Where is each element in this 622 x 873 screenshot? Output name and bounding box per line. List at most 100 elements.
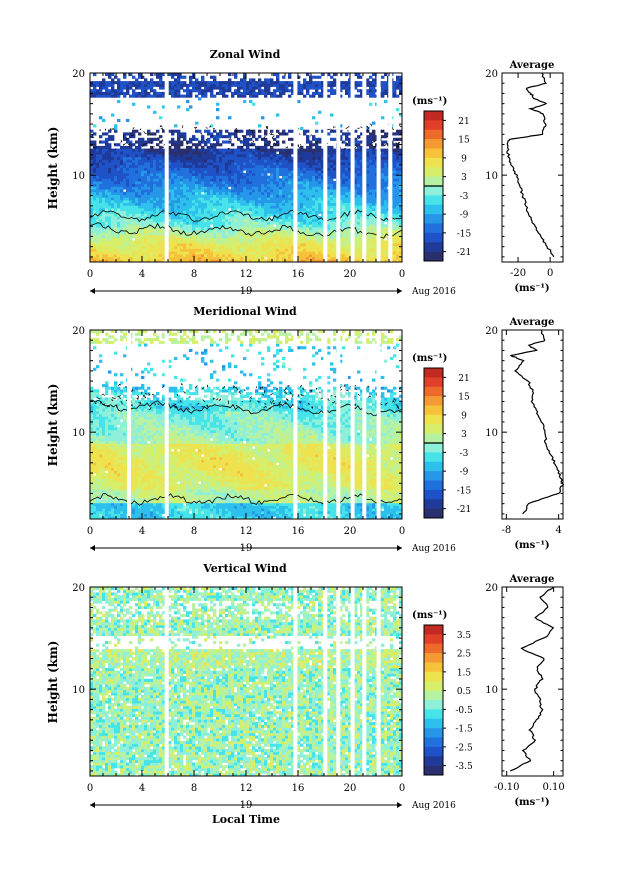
- heat-cell: [180, 178, 184, 182]
- heat-cell: [177, 167, 181, 171]
- heat-cell: [90, 208, 94, 212]
- heat-cell: [210, 159, 214, 163]
- heat-cell: [327, 213, 331, 217]
- heat-cell: [93, 183, 97, 187]
- heat-cell: [261, 164, 265, 168]
- heat-cell: [309, 172, 313, 176]
- heat-cell: [354, 208, 358, 212]
- heat-cell: [276, 164, 280, 168]
- heat-cell: [192, 210, 196, 214]
- heat-cell: [150, 237, 154, 241]
- heat-cell: [291, 243, 295, 247]
- heat-cell: [312, 94, 316, 98]
- heat-cell: [366, 181, 370, 185]
- heat-cell: [354, 94, 358, 98]
- heat-cell: [249, 100, 253, 104]
- heat-cell: [279, 159, 283, 163]
- heat-cell: [399, 170, 403, 174]
- heat-cell: [285, 181, 289, 185]
- heat-cell: [222, 229, 226, 233]
- heat-cell: [315, 164, 319, 168]
- heat-cell: [348, 164, 352, 168]
- heat-cell: [309, 167, 313, 171]
- heat-cell: [114, 172, 118, 176]
- heat-cell: [213, 143, 217, 147]
- heat-cell: [138, 189, 142, 193]
- heat-cell: [135, 256, 139, 260]
- heat-cell: [210, 164, 214, 168]
- heat-cell: [201, 186, 205, 190]
- heat-cell: [318, 243, 322, 247]
- heat-cell: [177, 132, 181, 136]
- heat-cell: [147, 253, 151, 257]
- heat-cell: [354, 183, 358, 187]
- heat-cell: [291, 216, 295, 220]
- heat-cell: [384, 162, 388, 166]
- heat-cell: [258, 208, 262, 212]
- heat-cell: [270, 145, 274, 149]
- heat-cell: [231, 202, 235, 206]
- heat-cell: [207, 259, 211, 263]
- heat-cell: [180, 175, 184, 179]
- heat-cell: [243, 143, 247, 147]
- heat-cell: [252, 151, 256, 155]
- heat-cell: [216, 216, 220, 220]
- heat-cell: [93, 159, 97, 163]
- heat-cell: [267, 140, 271, 144]
- heat-cell: [150, 94, 154, 98]
- heat-cell: [177, 240, 181, 244]
- heat-cell: [339, 137, 343, 141]
- heat-cell: [255, 235, 259, 239]
- heat-cell: [162, 208, 166, 212]
- heat-cell: [258, 248, 262, 252]
- heat-cell: [123, 237, 127, 241]
- heat-cell: [297, 151, 301, 155]
- heat-cell: [219, 170, 223, 174]
- heat-cell: [273, 143, 277, 147]
- heat-cell: [171, 178, 175, 182]
- heat-cell: [129, 183, 133, 187]
- heat-cell: [132, 181, 136, 185]
- heat-cell: [90, 148, 94, 152]
- heat-cell: [282, 178, 286, 182]
- heat-cell: [135, 162, 139, 166]
- heat-cell: [201, 162, 205, 166]
- heat-cell: [237, 229, 241, 233]
- heat-cell: [381, 202, 385, 206]
- heat-cell: [345, 248, 349, 252]
- heat-cell: [222, 156, 226, 160]
- heat-cell: [237, 251, 241, 255]
- heat-cell: [297, 189, 301, 193]
- heat-cell: [276, 235, 280, 239]
- heat-cell: [93, 237, 97, 241]
- heat-cell: [189, 189, 193, 193]
- heat-cell: [267, 240, 271, 244]
- heat-cell: [198, 210, 202, 214]
- heat-cell: [213, 224, 217, 228]
- heat-cell: [288, 202, 292, 206]
- heat-cell: [210, 232, 214, 236]
- heat-cell: [234, 224, 238, 228]
- heat-cell: [342, 232, 346, 236]
- heat-cell: [384, 243, 388, 247]
- heat-cell: [393, 156, 397, 160]
- heat-cell: [93, 145, 97, 149]
- heat-cell: [141, 213, 145, 217]
- heat-cell: [258, 199, 262, 203]
- heat-cell: [174, 226, 178, 230]
- heat-cell: [258, 197, 262, 201]
- heat-cell: [318, 199, 322, 203]
- heat-cell: [384, 245, 388, 249]
- heat-cell: [195, 248, 199, 252]
- heat-cell: [309, 183, 313, 187]
- heat-cell: [129, 240, 133, 244]
- heat-cell: [120, 208, 124, 212]
- heat-cell: [138, 240, 142, 244]
- heat-cell: [156, 186, 160, 190]
- heat-cell: [180, 151, 184, 155]
- heat-cell: [342, 164, 346, 168]
- heat-cell: [144, 191, 148, 195]
- heat-cell: [126, 259, 130, 263]
- heat-cell: [90, 191, 94, 195]
- heat-cell: [312, 156, 316, 160]
